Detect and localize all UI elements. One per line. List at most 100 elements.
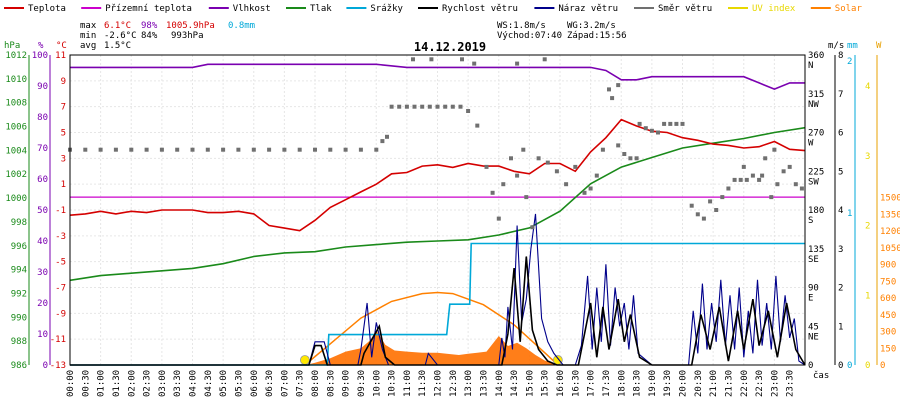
tick-time-46: 23:00 (770, 370, 780, 397)
tick-time-38: 19:00 (648, 370, 658, 397)
wind-dir-point-10 (221, 147, 226, 152)
tick-hum-20: 20 (37, 299, 48, 309)
wind-dir-point-70 (708, 199, 713, 204)
tick-dir-315: 315 (808, 90, 824, 100)
wind-dir-point-63 (662, 121, 667, 126)
tick-press-996: 996 (11, 242, 27, 252)
series-solar-clear (304, 291, 559, 366)
wind-dir-point-71 (714, 208, 719, 212)
wind-dir-point-51 (594, 173, 599, 178)
tick-uv-4: 4 (865, 82, 870, 92)
tick-hum-10: 10 (37, 330, 48, 340)
tick-press-1006: 1006 (5, 123, 27, 133)
stat-rain: 0.8mm (228, 21, 255, 31)
wind-dir-point-28 (427, 104, 432, 109)
wind-dir-point-61 (649, 128, 654, 133)
tick-wind-1: 1 (838, 322, 843, 332)
tick-hum-100: 100 (32, 51, 48, 61)
wind-dir-point-78 (757, 177, 762, 182)
wind-dir-point-88 (460, 57, 464, 62)
unit-w: W (876, 41, 882, 51)
tick-time-12: 06:00 (250, 370, 260, 397)
wind-dir-point-34 (475, 123, 480, 128)
series-wind-speed (70, 256, 806, 366)
tick-time-7: 03:30 (173, 370, 183, 397)
wind-dir-point-73 (726, 186, 731, 191)
tick-time-0: 00:00 (66, 370, 76, 397)
wind-dir-point-84 (793, 182, 798, 187)
tick-rain-0: 0 (847, 361, 852, 371)
tick-press-1000: 1000 (5, 194, 27, 204)
wind-dir-point-57 (628, 156, 633, 161)
tick-dir-90: 90 (808, 284, 819, 294)
tick-press-986: 986 (11, 361, 27, 371)
stat-ws: WS:1.8m/s (497, 21, 546, 31)
wind-dir-point-2 (98, 147, 103, 152)
tick-time-22: 11:00 (403, 370, 413, 397)
tick-solar-1350: 1350 (880, 210, 900, 220)
wind-dir-point-52 (600, 147, 605, 152)
stat-min-hum: 84% (141, 31, 158, 41)
wind-dir-point-69 (701, 216, 706, 221)
series-humidity (70, 63, 805, 90)
wind-dir-point-58 (634, 156, 639, 161)
tick-time-16: 08:00 (311, 370, 321, 397)
wind-dir-point-27 (420, 104, 425, 109)
wind-dir-point-19 (358, 147, 363, 152)
tick-dir-name-SW: SW (808, 177, 819, 187)
legend-label-3: Tlak (310, 4, 332, 14)
wind-dir-point-37 (496, 216, 501, 221)
plot-frame (69, 54, 806, 366)
tick-dir-name-NE: NE (808, 332, 819, 342)
wind-dir-point-15 (297, 147, 302, 152)
wind-dir-point-90 (515, 61, 520, 66)
tick-time-17: 08:30 (326, 370, 336, 397)
tick-press-1004: 1004 (5, 146, 27, 156)
tick-time-28: 14:00 (495, 370, 505, 397)
tick-solar-750: 750 (880, 277, 896, 287)
tick-temp--11: -11 (50, 335, 66, 345)
tick-time-13: 06:30 (265, 370, 275, 397)
wind-dir-point-8 (190, 147, 195, 152)
series-solar-area (305, 330, 560, 365)
unit-hpa: hPa (4, 41, 20, 51)
wind-dir-point-6 (159, 147, 164, 152)
tick-wind-2: 2 (838, 284, 843, 294)
tick-time-37: 18:30 (633, 370, 643, 397)
tick-temp--13: -13 (50, 361, 66, 371)
tick-time-4: 02:00 (127, 370, 137, 397)
tick-dir-270: 270 (808, 129, 824, 139)
tick-time-14: 07:00 (280, 370, 290, 397)
tick-time-6: 03:00 (158, 370, 168, 397)
tick-time-36: 18:00 (617, 370, 627, 397)
wind-dir-point-47 (564, 182, 569, 187)
wind-dir-point-86 (411, 57, 415, 62)
sunrise-marker (299, 355, 310, 365)
wind-dir-point-82 (781, 169, 786, 174)
tick-uv-2: 2 (865, 222, 870, 232)
unit-time: čas (813, 370, 829, 381)
wind-dir-point-68 (695, 212, 700, 217)
tick-temp--3: -3 (55, 232, 66, 242)
tick-time-1: 00:30 (81, 370, 91, 397)
tick-time-32: 16:00 (556, 370, 566, 397)
wind-dir-point-20 (374, 147, 379, 152)
wind-dir-point-11 (236, 147, 241, 152)
tick-temp--7: -7 (55, 284, 66, 294)
tick-temp-1: 1 (61, 180, 66, 190)
wind-dir-point-4 (129, 147, 134, 152)
tick-temp-5: 5 (61, 129, 66, 139)
wind-dir-point-13 (267, 147, 272, 152)
wind-dir-point-65 (674, 121, 679, 126)
tick-temp--9: -9 (55, 309, 66, 319)
tick-dir-name-N: N (808, 61, 813, 71)
tick-wind-3: 3 (838, 245, 843, 255)
wind-dir-point-7 (175, 147, 180, 152)
tick-time-11: 05:30 (234, 370, 244, 397)
tick-hum-70: 70 (37, 144, 48, 154)
wind-dir-point-35 (484, 164, 489, 169)
wind-dir-point-94 (760, 173, 765, 178)
wind-dir-point-50 (588, 186, 593, 191)
series-temperature (69, 118, 806, 232)
tick-solar-600: 600 (880, 294, 896, 304)
